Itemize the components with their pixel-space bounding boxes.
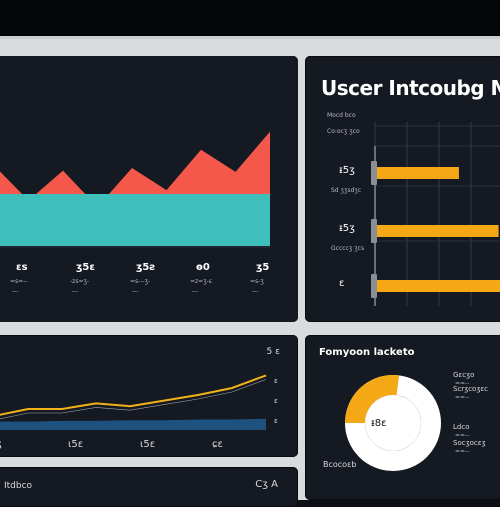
corner-value: 5 ɛ — [266, 347, 280, 357]
x-tick-label: ʒ — [0, 439, 2, 450]
line-chart — [0, 374, 267, 430]
area-chart — [0, 56, 298, 322]
legend-label: Ldco — [453, 423, 470, 431]
x-tick-label: ʒ5ƨ — [136, 262, 156, 273]
bar-label: ᵻ5ʒ — [339, 223, 355, 234]
y-tick-label: ɛ — [274, 377, 278, 385]
bottom-panel[interactable]: Itdbco Cʒ A — [0, 467, 298, 507]
x-tick-subline: --- — [252, 288, 259, 295]
corner-value: Cʒ A — [255, 479, 278, 490]
x-tick-sublabel: =s-ʒ — [250, 278, 264, 285]
panel-title: Itdbco — [4, 481, 33, 491]
y-tick-label: ɛ — [274, 397, 278, 405]
bar-chart-panel[interactable]: Uscer Intcoubg Me Mocd bco Co:ocʒ ʒco ᵻ5… — [305, 56, 500, 322]
panel-footer: Bcocoɛb — [323, 460, 357, 469]
donut-slice — [345, 375, 441, 471]
bar-label: ᵻ5ʒ — [339, 165, 355, 176]
line-chart-panel[interactable]: 5 ɛ ʒ ɩ5ɛ ɩ5ɛ ɕɛ ɛ ɛ ɛ — [0, 335, 298, 457]
legend-value: ==-- — [455, 432, 470, 439]
bar — [377, 280, 500, 292]
x-tick-label: ɕɛ — [212, 439, 223, 450]
x-tick-subline: --- — [132, 288, 139, 295]
axis-label: Mocd bco — [327, 112, 356, 119]
x-tick-label: ʒ5ɛ — [76, 262, 95, 273]
x-tick-sublabel: =z=ʒ-ɛ — [190, 278, 213, 285]
bar-handle — [371, 219, 377, 243]
x-tick-label: ʒ5 — [256, 262, 270, 273]
legend-value: ==-- — [455, 448, 470, 455]
x-tick-subline: --- — [12, 288, 19, 295]
x-tick-subline: --- — [192, 288, 199, 295]
donut-center-value: ᵻ8ɛ — [371, 418, 387, 429]
bar-chart — [371, 122, 500, 306]
legend-value: ==-- — [455, 380, 470, 387]
line-series-secondary — [0, 379, 267, 420]
x-tick-subline: --- — [72, 288, 79, 295]
axis-label: Co:ocʒ ʒco — [327, 128, 360, 135]
area-series-upper — [0, 131, 270, 207]
bar-handle — [371, 274, 377, 298]
x-tick-sublabel: =s=-- — [10, 278, 28, 285]
area-series-lower — [0, 194, 270, 246]
x-tick-sublabel: -zs=ʒ- — [70, 278, 90, 285]
donut-hole — [365, 395, 421, 451]
top-bar-divider — [0, 36, 500, 39]
x-tick-sublabel: =s---ʒ- — [130, 278, 151, 285]
legend-value: ==-- — [455, 394, 470, 401]
band-series — [0, 418, 266, 430]
bar-sublabel: Sd ʒʒsdʒc — [331, 187, 362, 194]
donut-chart — [345, 375, 441, 471]
panel-title: Fomyoon lacketo — [319, 347, 415, 358]
bar-label: ɛ — [339, 278, 345, 289]
x-tick-label: ɛs — [16, 262, 28, 273]
bar — [377, 225, 499, 237]
top-bar — [0, 0, 500, 36]
bar-handle — [371, 161, 377, 185]
line-series — [0, 374, 267, 416]
bar — [377, 167, 459, 179]
area-chart-panel[interactable]: o 255 ɛs=s=-----ʒ5ɛ-zs=ʒ----ʒ5ƨ=s---ʒ---… — [0, 56, 298, 322]
x-tick-label: ɩ5ɛ — [140, 439, 156, 450]
x-tick-label: ɩ5ɛ — [68, 439, 84, 450]
panel-title: Uscer Intcoubg Me — [321, 76, 500, 100]
legend-label: Scrʒcoʒɛc — [453, 385, 489, 393]
x-tick-label: ɵ0 — [196, 262, 210, 273]
y-tick-label: ɛ — [274, 417, 278, 425]
bar-sublabel: Gccccʒ ʒcs — [331, 245, 365, 252]
legend-label: Socʒocɛʒ — [453, 439, 486, 447]
donut-chart-panel[interactable]: Fomyoon lacketo ᵻ8ɛ Gɛcʒo ==-- Scrʒcoʒɛc ==… — [305, 335, 500, 500]
legend-label: Gɛcʒo — [453, 371, 475, 379]
